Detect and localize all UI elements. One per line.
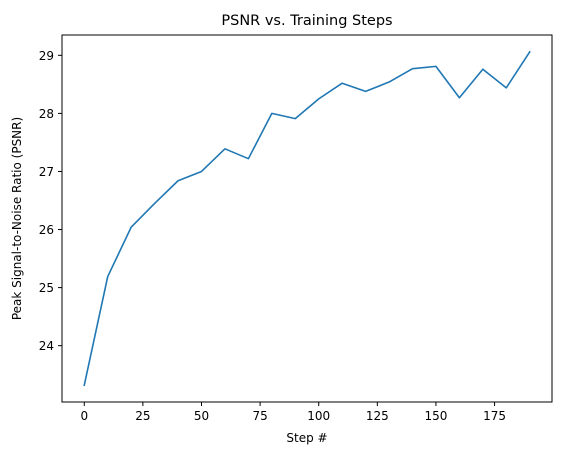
y-tick-label: 25 [39, 281, 54, 295]
chart-title: PSNR vs. Training Steps [221, 13, 392, 29]
plot-frame [61, 34, 553, 403]
y-tick-label: 24 [39, 339, 54, 353]
x-tick-label: 125 [366, 409, 389, 423]
x-tick-label: 100 [307, 409, 330, 423]
x-tick-label: 175 [483, 409, 506, 423]
series-line-0 [83, 50, 531, 387]
y-axis-ticks: 24 25 26 27 28 29 [39, 49, 62, 353]
series-layer [83, 50, 531, 387]
x-tick-label: 150 [424, 409, 447, 423]
x-tick-label: 75 [252, 409, 267, 423]
x-axis-ticks: 0 25 50 75 100 125 150 175 [80, 402, 506, 423]
x-tick-label: 50 [194, 409, 209, 423]
x-tick-label: 25 [135, 409, 150, 423]
y-tick-label: 29 [39, 49, 54, 63]
y-tick-label: 28 [39, 107, 54, 121]
axes-border [61, 34, 553, 403]
x-tick-label: 0 [80, 409, 88, 423]
y-tick-label: 27 [39, 165, 54, 179]
x-axis-label: Step # [286, 431, 327, 445]
y-tick-label: 26 [39, 223, 54, 237]
y-axis-label: Peak Signal-to-Noise Ratio (PSNR) [10, 117, 24, 320]
